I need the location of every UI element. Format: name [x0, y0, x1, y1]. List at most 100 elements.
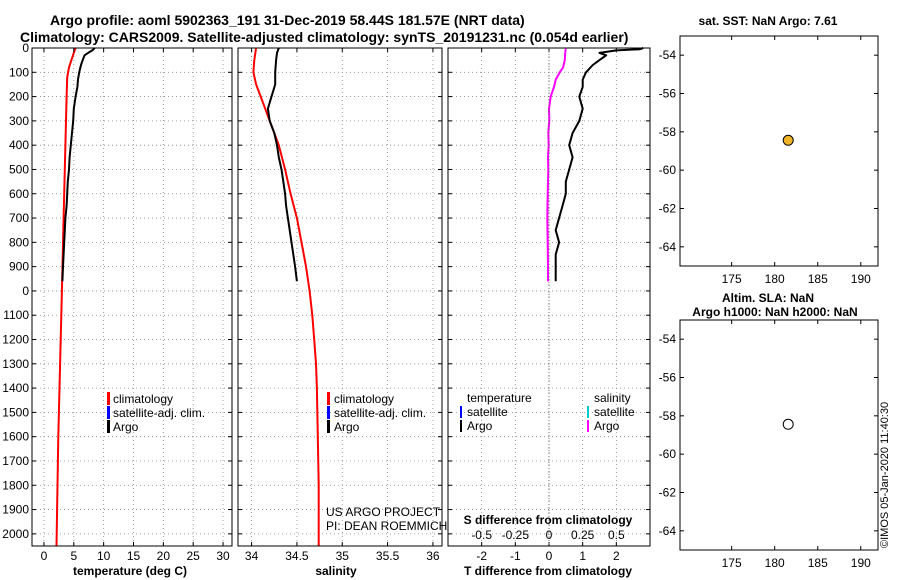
title-line-2: Climatology: CARS2009. Satellite-adjuste…: [20, 29, 628, 45]
y-tick-label: 800: [9, 235, 29, 249]
y-tick-label: 1200: [2, 333, 29, 347]
y-tick-label: -60: [659, 163, 677, 177]
x-tick-label: 35.5: [376, 549, 400, 563]
series-line-temperature-argo: [554, 47, 644, 282]
title-line-1: Argo profile: aoml 5902363_191 31-Dec-20…: [50, 12, 525, 28]
x-tick-label: -1: [510, 549, 521, 563]
legend-title-salinity: salinity: [594, 391, 631, 405]
profile-location-marker: [782, 418, 794, 430]
x-tick-label: 5: [70, 549, 77, 563]
pi-annotation: PI: DEAN ROEMMICH: [326, 519, 447, 533]
legend-swatch-s-satellite: [587, 406, 589, 418]
difference-legend: temperature satellite Argo salinity sate…: [460, 391, 635, 433]
salinity-legend: climatology satellite-adj. clim. Argo: [327, 392, 426, 434]
axes-frame: [237, 47, 443, 547]
y-tick-label: 900: [9, 260, 29, 274]
y-tick-label: 400: [9, 138, 29, 152]
difference-xlabel: T difference from climatology: [464, 564, 632, 578]
x-tick-label: 185: [808, 556, 828, 570]
project-annotation: US ARGO PROJECT: [326, 505, 441, 519]
y-tick-label: -60: [659, 447, 677, 461]
legend-label-satellite: satellite-adj. clim.: [334, 406, 426, 420]
y-tick-label: -56: [659, 371, 677, 385]
legend-swatch-satellite: [327, 406, 330, 419]
legend-label-argo: Argo: [113, 420, 139, 434]
y-tick-label: 500: [9, 162, 29, 176]
y-tick-label: 1900: [2, 503, 29, 517]
legend-label-climatology: climatology: [113, 392, 173, 406]
legend-label-climatology: climatology: [334, 392, 394, 406]
x-tick-label: 2: [613, 549, 620, 563]
y-tick-label: 0: [22, 284, 29, 298]
x-tick-label: 30: [216, 549, 230, 563]
x-tick-label: 0: [41, 549, 48, 563]
legend-swatch-argo: [107, 420, 110, 433]
legend-label-s-satellite: satellite: [594, 405, 635, 419]
legend-swatch-t-satellite: [460, 406, 462, 418]
legend-swatch-satellite: [107, 406, 110, 419]
y-tick-label: 100: [9, 65, 29, 79]
y-tick-label: -54: [659, 48, 677, 62]
x-tick-label: 10: [97, 549, 111, 563]
y-tick-label: -62: [659, 202, 677, 216]
x-tick-label: 185: [808, 272, 828, 286]
map-frame: [679, 35, 879, 267]
top-tick-label: 0.25: [571, 528, 595, 542]
legend-title-temperature: temperature: [467, 391, 532, 405]
x-tick-label: 1: [579, 549, 586, 563]
y-tick-label: 1600: [2, 430, 29, 444]
legend-swatch-s-argo: [587, 420, 589, 432]
x-tick-label: 20: [157, 549, 171, 563]
difference-top-label: S difference from climatology: [464, 513, 633, 527]
y-tick-label: -62: [659, 486, 677, 500]
y-tick-label: 1300: [2, 357, 29, 371]
legend-label-t-satellite: satellite: [467, 405, 508, 419]
series-line-climatology: [55, 47, 77, 547]
x-tick-label: 175: [722, 556, 742, 570]
top-tick-label: 0.5: [608, 528, 625, 542]
y-tick-label: 1400: [2, 381, 29, 395]
x-tick-label: 15: [127, 549, 141, 563]
x-tick-label: 190: [851, 556, 871, 570]
x-tick-label: 180: [765, 556, 785, 570]
legend-swatch-argo: [327, 420, 330, 433]
sla-map: 175 180 185 190 -54 -56 -58 -60 -62 -64: [659, 319, 879, 570]
legend-label-t-argo: Argo: [467, 419, 493, 433]
top-tick-label: -0.25: [502, 528, 530, 542]
x-tick-label: 180: [765, 272, 785, 286]
legend-swatch-t-argo: [460, 420, 462, 432]
legend-label-satellite: satellite-adj. clim.: [113, 406, 205, 420]
legend-swatch-climatology: [107, 392, 110, 405]
sla-map-title-2: Argo h1000: NaN h2000: NaN: [692, 305, 857, 319]
x-tick-label: 34: [245, 549, 259, 563]
imos-stamp: ©IMOS 05-Jan-2020 11:40:30: [879, 402, 891, 548]
temperature-xlabel: temperature (deg C): [73, 564, 187, 578]
top-tick-label: -0.5: [471, 528, 492, 542]
legend-label-argo: Argo: [334, 420, 360, 434]
y-tick-label: -58: [659, 409, 677, 423]
y-tick-label: 1800: [2, 478, 29, 492]
sst-map: 175 180 185 190 -54 -56 -58 -60 -62 -64: [659, 35, 879, 286]
temperature-panel: 0 5 10 15 20 25 300100200300400500600700800900…: [2, 41, 233, 563]
temperature-legend: climatology satellite-adj. clim. Argo: [107, 392, 205, 434]
x-tick-label: -2: [476, 549, 487, 563]
profile-location-marker: [782, 134, 794, 146]
x-tick-label: 190: [851, 272, 871, 286]
salinity-xlabel: salinity: [315, 564, 357, 578]
sst-map-title: sat. SST: NaN Argo: 7.61: [699, 14, 838, 28]
sla-map-title-1: Altim. SLA: NaN: [722, 291, 814, 305]
y-tick-label: -64: [659, 240, 677, 254]
axes-frame: [31, 47, 233, 547]
y-tick-label: 1100: [3, 308, 29, 322]
series-line-argo: [61, 47, 96, 282]
y-tick-label: 1700: [2, 454, 29, 468]
difference-panel: -2 -1 0 1 2-0.5 -0.25 0 0.25 0.5: [447, 47, 651, 563]
x-tick-label: 25: [187, 549, 201, 563]
y-tick-label: -64: [659, 524, 677, 538]
y-tick-label: 1500: [2, 405, 29, 419]
salinity-panel: 34 34.5 35 35.5 36: [237, 47, 443, 563]
y-tick-label: 700: [9, 211, 29, 225]
map-frame: [679, 319, 879, 551]
y-tick-label: -56: [659, 87, 677, 101]
